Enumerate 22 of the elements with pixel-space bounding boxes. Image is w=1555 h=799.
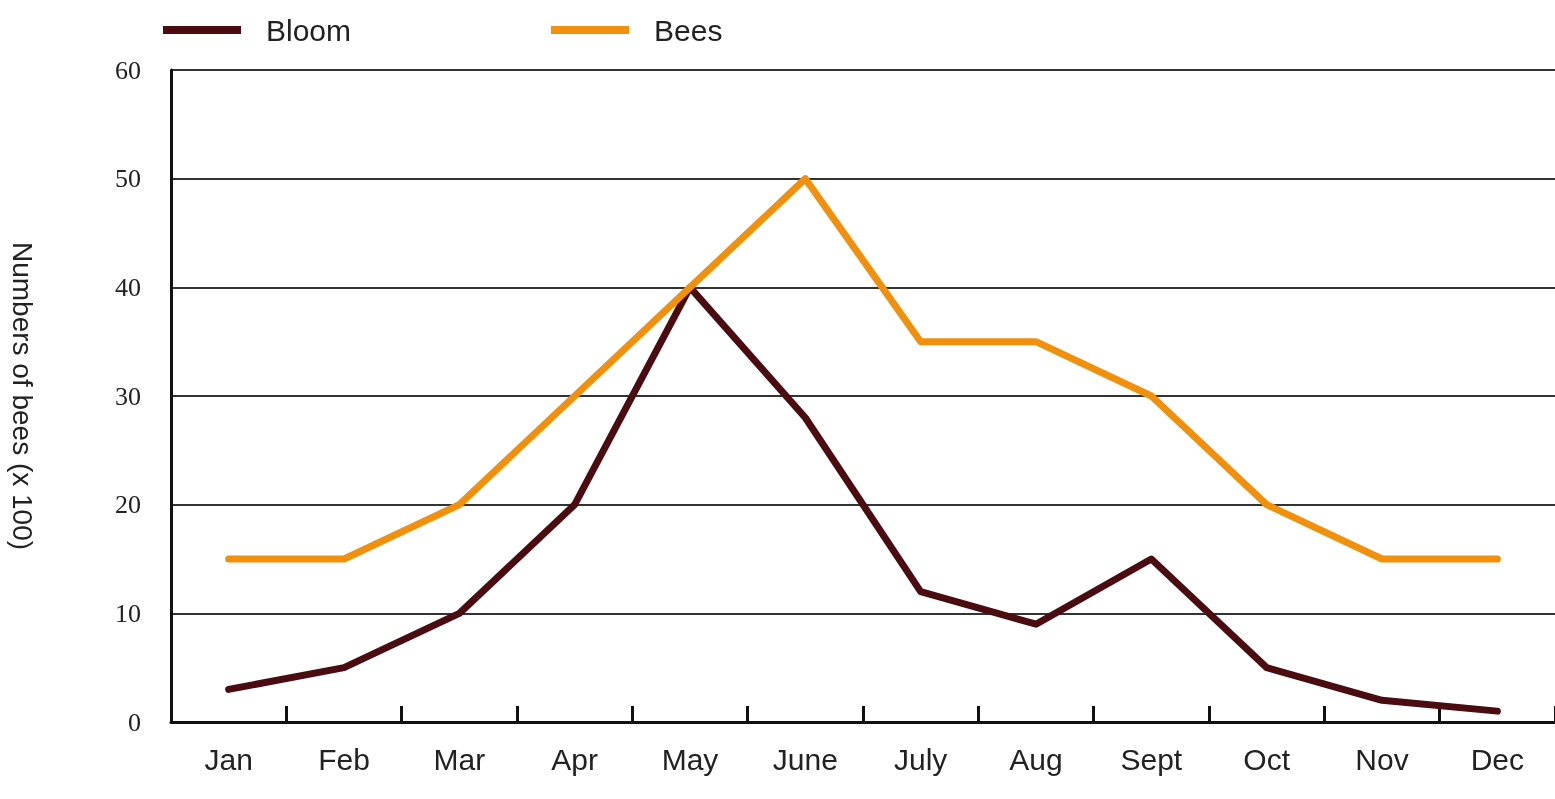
y-tick-label: 20 [115, 490, 141, 520]
x-tick-label: Dec [1470, 742, 1525, 776]
y-tick-label: 30 [115, 381, 141, 411]
y-tick-label: 10 [115, 598, 141, 628]
y-tick-label: 40 [115, 272, 141, 302]
x-tick-label: May [661, 742, 719, 776]
legend-label: Bees [654, 13, 723, 47]
x-tick-label: July [893, 742, 948, 776]
x-tick-label: Mar [433, 742, 486, 776]
x-tick-label: June [772, 742, 838, 776]
y-tick-label: 0 [128, 707, 141, 737]
x-tick-label: Apr [551, 742, 599, 776]
y-tick-label: 50 [115, 164, 141, 194]
y-axis-title: Numbers of bees (x 100) [6, 241, 38, 551]
legend-label: Bloom [266, 13, 352, 47]
x-tick-label: Nov [1355, 742, 1409, 776]
y-tick-label: 60 [115, 55, 141, 85]
x-tick-label: Jan [204, 742, 253, 776]
x-tick-label: Feb [318, 742, 370, 776]
x-tick-label: Aug [1009, 742, 1063, 776]
x-tick-label: Sept [1120, 742, 1183, 776]
x-tick-label: Oct [1243, 742, 1291, 776]
